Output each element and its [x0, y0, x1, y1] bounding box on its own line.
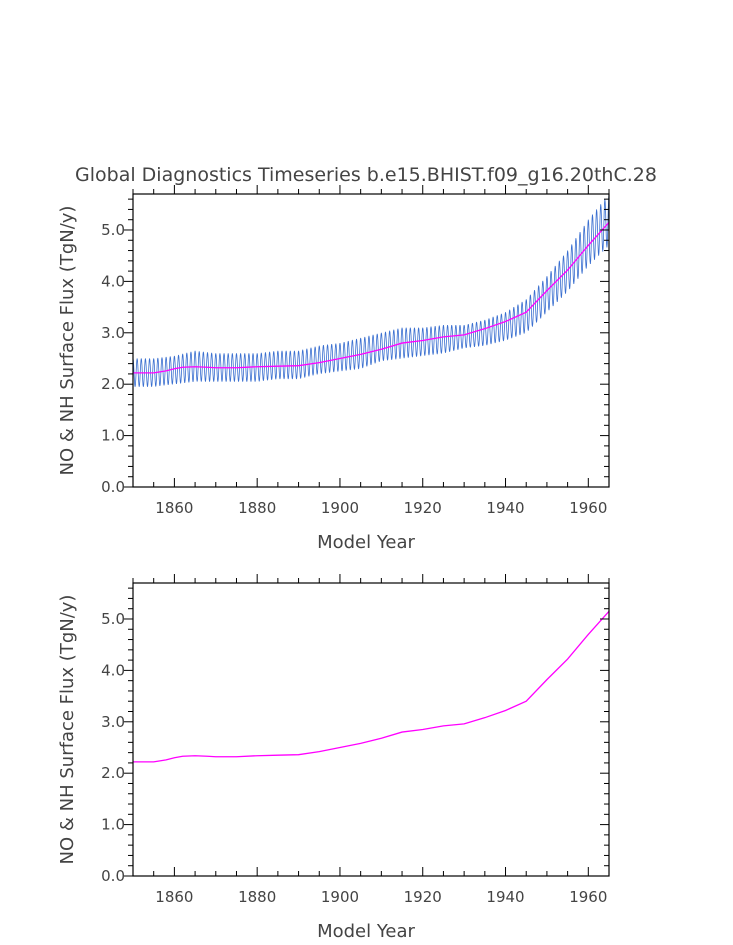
bottom-x-tick-label: 1960	[569, 888, 607, 906]
bottom-x-tick-label: 1940	[486, 888, 524, 906]
bottom-y-axis-label: NO & NH Surface Flux (TgN/y)	[57, 595, 78, 865]
top-x-axis-label: Model Year	[317, 532, 415, 553]
top-y-tick-label: 4.0	[101, 272, 125, 290]
top-panel: 1860 1880 1900 1920 1940 1960 0.0 1.0 2.0 3.0 4.0 5…	[57, 185, 610, 553]
top-monthly-line	[132, 193, 610, 387]
bottom-y-tick-label: 4.0	[101, 661, 125, 679]
bottom-x-tick-label: 1900	[321, 888, 359, 906]
top-x-tick-label: 1860	[155, 499, 193, 517]
bottom-y-tick-label: 1.0	[101, 816, 125, 834]
top-y-axis-label: NO & NH Surface Flux (TgN/y)	[57, 206, 78, 476]
chart-title: Global Diagnostics Timeseries b.e15.BHIS…	[75, 164, 657, 186]
top-y-tick-label: 0.0	[101, 478, 125, 496]
top-y-tick-label: 2.0	[101, 375, 125, 393]
bottom-x-tick-label: 1920	[404, 888, 442, 906]
top-plot-frame	[132, 193, 610, 488]
bottom-axis-ticks: 1860 1880 1900 1920 1940 1960 0.0 1.0 2.0 3.0 4.0 5…	[101, 574, 610, 906]
top-monthly-series	[132, 193, 610, 387]
bottom-y-tick-label: 5.0	[101, 610, 125, 628]
bottom-y-tick-label: 3.0	[101, 713, 125, 731]
top-axis-ticks: 1860 1880 1900 1920 1940 1960 0.0 1.0 2.0 3.0 4.0 5…	[101, 185, 610, 517]
bottom-plot-frame	[132, 582, 610, 877]
top-x-tick-label: 1920	[404, 499, 442, 517]
bottom-y-tick-label: 2.0	[101, 764, 125, 782]
bottom-y-tick-label: 0.0	[101, 867, 125, 885]
top-x-tick-label: 1900	[321, 499, 359, 517]
top-y-tick-label: 3.0	[101, 324, 125, 342]
bottom-panel: 1860 1880 1900 1920 1940 1960 0.0 1.0 2.0 3.0 4.0 5…	[57, 574, 610, 942]
top-x-tick-label: 1940	[486, 499, 524, 517]
bottom-x-tick-label: 1880	[238, 888, 276, 906]
top-plot-area	[132, 193, 610, 387]
bottom-x-tick-label: 1860	[155, 888, 193, 906]
bottom-x-axis-label: Model Year	[317, 921, 415, 942]
top-annual-mean-line	[133, 221, 610, 374]
top-x-tick-label: 1880	[238, 499, 276, 517]
bottom-annual-mean-line	[133, 610, 610, 763]
bottom-plot-area	[133, 610, 610, 763]
top-y-tick-label: 5.0	[101, 221, 125, 239]
top-x-tick-label: 1960	[569, 499, 607, 517]
top-y-tick-label: 1.0	[101, 427, 125, 445]
